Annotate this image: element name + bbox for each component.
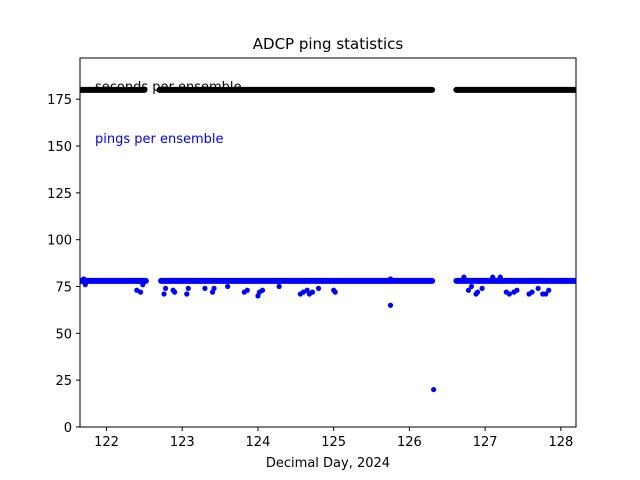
y-tick-label-3: 75 bbox=[55, 281, 72, 296]
x-tick-label-3: 125 bbox=[321, 435, 346, 450]
annotation-seconds-per-ensemble: seconds per ensemble bbox=[95, 80, 242, 95]
series-1-point-26 bbox=[315, 285, 322, 291]
series-1-point-32 bbox=[465, 287, 472, 293]
plot-area: seconds per ensemble pings per ensemble … bbox=[47, 57, 577, 450]
y-tick-label-5: 125 bbox=[47, 187, 72, 202]
series-1-point-4 bbox=[140, 282, 146, 288]
series-1-point-6 bbox=[162, 285, 169, 291]
x-tick-label-0: 122 bbox=[94, 435, 119, 450]
x-axis-label: Decimal Day, 2024 bbox=[266, 456, 390, 471]
series-1-point-31 bbox=[431, 386, 437, 393]
series-1-point-28 bbox=[332, 289, 338, 295]
series-1-point-19 bbox=[259, 287, 266, 293]
x-tick-label-4: 126 bbox=[397, 435, 422, 450]
series-1-point-38 bbox=[506, 291, 512, 297]
x-tick-label-1: 123 bbox=[170, 435, 195, 450]
y-tick-label-2: 50 bbox=[55, 327, 72, 342]
series-1-point-23 bbox=[304, 287, 310, 293]
y-tick-label-7: 175 bbox=[47, 93, 72, 108]
y-tick-label-0: 0 bbox=[64, 421, 72, 436]
series-1-point-9 bbox=[184, 291, 190, 297]
series-1-point-5 bbox=[161, 291, 167, 297]
series-layer bbox=[80, 86, 576, 393]
series-1-point-33 bbox=[468, 283, 475, 290]
y-tick-label-1: 25 bbox=[55, 374, 72, 389]
series-1-point-42 bbox=[529, 289, 535, 295]
series-1-point-8 bbox=[172, 289, 178, 295]
series-1-point-49 bbox=[461, 274, 467, 280]
series-1-point-1 bbox=[82, 282, 88, 288]
series-1-point-13 bbox=[211, 285, 217, 291]
series-1-point-40 bbox=[514, 287, 520, 293]
annotation-pings-per-ensemble: pings per ensemble bbox=[95, 132, 224, 147]
series-1-point-43 bbox=[535, 285, 541, 291]
series-1-point-47 bbox=[490, 274, 496, 280]
annotation-layer: seconds per ensemble pings per ensemble bbox=[95, 80, 242, 147]
axes-frame bbox=[79, 57, 577, 428]
x-tick-label-2: 124 bbox=[246, 435, 271, 450]
series-1-point-11 bbox=[202, 285, 208, 291]
series-1-point-20 bbox=[276, 283, 282, 290]
series-1-point-0 bbox=[81, 276, 87, 282]
series-1-point-29 bbox=[387, 276, 394, 282]
series-1-point-3 bbox=[137, 289, 144, 295]
x-tick-label-5: 127 bbox=[473, 435, 498, 450]
series-1-point-35 bbox=[474, 289, 481, 295]
y-axis: 0 25 50 75 100 125 150 175 bbox=[47, 93, 80, 436]
series-1-point-48 bbox=[497, 274, 503, 280]
series-1-point-14 bbox=[225, 283, 231, 290]
series-1-point-16 bbox=[244, 287, 250, 293]
series-1-point-10 bbox=[185, 285, 191, 291]
series-1-point-36 bbox=[479, 285, 485, 291]
series-1-point-46 bbox=[546, 287, 552, 293]
series-1 bbox=[80, 274, 576, 393]
series-1-point-25 bbox=[309, 289, 316, 295]
x-tick-label-6: 128 bbox=[548, 435, 573, 450]
y-tick-label-6: 150 bbox=[47, 140, 72, 155]
chart-title: ADCP ping statistics bbox=[253, 35, 404, 53]
x-axis: 122 123 124 125 126 127 128 bbox=[94, 427, 573, 450]
y-tick-label-4: 100 bbox=[47, 234, 72, 249]
series-1-point-30 bbox=[387, 302, 394, 308]
series-1-point-45 bbox=[543, 291, 549, 297]
